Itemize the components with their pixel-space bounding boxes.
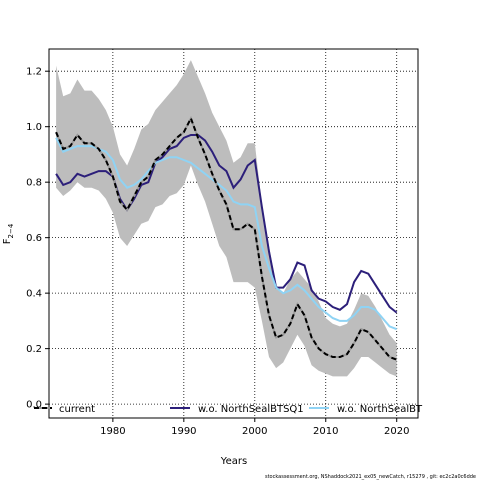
x-axis-label: Years: [220, 456, 247, 467]
y-tick-label: 0.6: [26, 233, 42, 244]
series-line-2: [55, 137, 398, 331]
x-tick-label: 2010: [313, 426, 338, 437]
legend-label: w.o. NorthSealBT: [337, 404, 423, 415]
legend: current w.o. NorthSealBTSQ1 w.o. NorthSeal…: [34, 404, 423, 415]
x-tick-label: 1990: [171, 426, 196, 437]
y-axis-label: F2−4: [2, 223, 15, 244]
y-axis-label-main: F: [2, 238, 13, 244]
y-axis: 0.0 0.2 0.4 0.6 0.8 1.0 1.2: [26, 67, 49, 411]
legend-label: w.o. NorthSealBTSQ1: [198, 404, 304, 415]
y-tick-label: 0.2: [26, 344, 42, 355]
footnote: stockassessment.org, NShaddock2021_ex05_…: [265, 474, 476, 480]
x-tick-label: 2000: [242, 426, 267, 437]
confidence-band: [56, 60, 397, 377]
y-axis-label-subscript: 2−4: [7, 223, 15, 238]
x-tick-label: 2020: [384, 426, 409, 437]
series-lines: [55, 115, 398, 361]
legend-label: current: [59, 404, 95, 415]
series-line-current: [55, 115, 398, 361]
plot-frame: [48, 48, 419, 419]
x-tick-label: 1980: [100, 426, 125, 437]
y-tick-label: 1.2: [26, 67, 42, 78]
y-tick-label: 0.0: [26, 400, 42, 411]
y-tick-label: 0.4: [26, 289, 42, 300]
x-axis: 1980 1990 2000 2010 2020: [100, 418, 409, 437]
y-tick-label: 1.0: [26, 122, 42, 133]
y-tick-label: 0.8: [26, 178, 42, 189]
